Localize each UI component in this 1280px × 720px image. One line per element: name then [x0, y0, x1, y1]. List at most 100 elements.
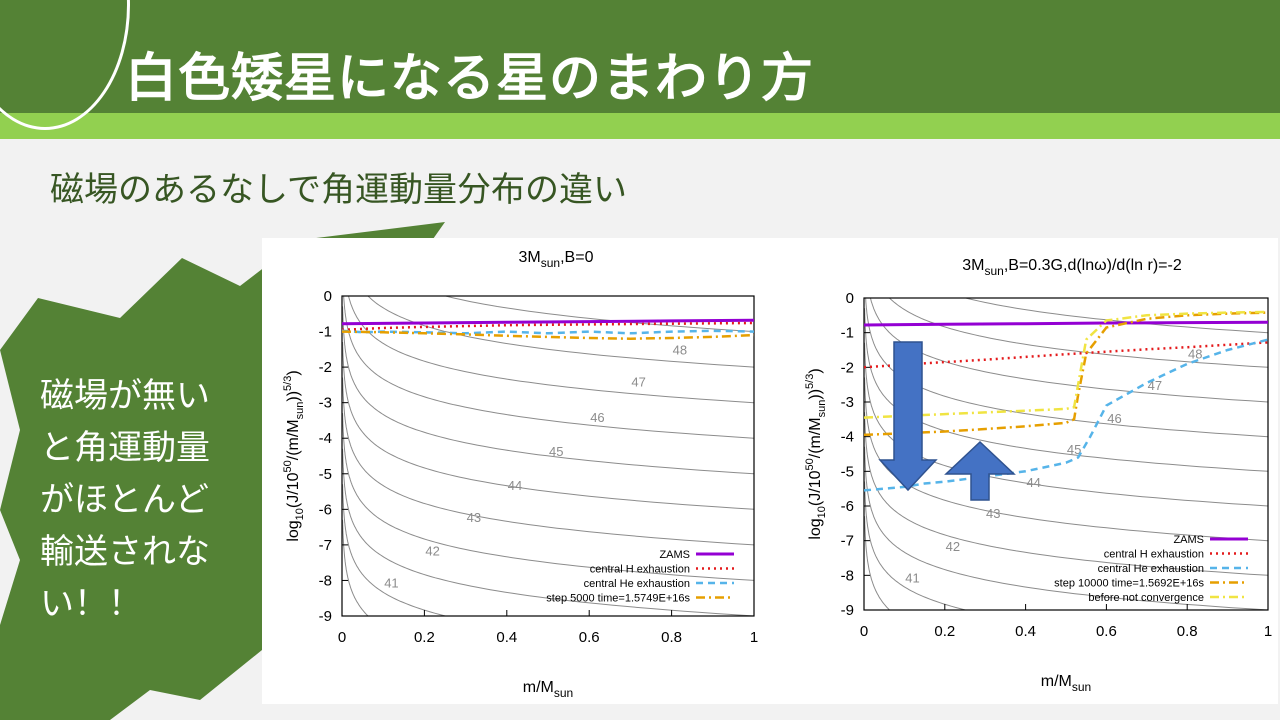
chart-title-sub: sun [984, 264, 1003, 278]
header-bar [0, 0, 1280, 115]
y-tick-label: -9 [319, 608, 332, 625]
slide-title: 白色矮星になる星のまわり方 [125, 49, 815, 109]
contour-label: 41 [905, 570, 919, 585]
chart-title-rest: ,B=0.3G,d(lnω)/d(ln r)=-2 [1004, 257, 1182, 274]
contour-line [342, 342, 754, 510]
x-axis-label-sub: sun [1072, 680, 1091, 694]
contour-label: 41 [384, 576, 398, 591]
chart-panel-left: 48 47 46 45 44 43 42 41 0 0.2 0.4 0.6 0.8 1 0 -1 -2 -3 -4-… [262, 238, 770, 704]
contour-label: 48 [1188, 347, 1202, 362]
legend-label: before not convergence [1088, 592, 1204, 604]
series-line [864, 310, 1268, 419]
y-tick-label: 0 [324, 288, 332, 305]
contour-label: 44 [1026, 475, 1040, 490]
series-line [864, 338, 1268, 492]
contour-line [864, 516, 891, 610]
y-label-part: )) [807, 389, 824, 400]
y-tick-label: -4 [841, 429, 854, 446]
header-stripe [0, 113, 1280, 139]
x-axis-label-main: m/M [523, 679, 554, 696]
y-tick-label: -5 [319, 466, 332, 483]
x-tick-label: 1 [750, 629, 758, 646]
plot-frame [863, 297, 1269, 611]
contour-line [963, 298, 1268, 334]
contour-line [367, 296, 754, 368]
y-label-part: 10 [294, 508, 306, 520]
x-axis-label-main: m/M [1041, 673, 1072, 690]
contour-line [342, 306, 754, 475]
x-tick-label: 0.6 [579, 629, 600, 646]
contour-line [864, 342, 1268, 507]
x-tick-label: 0.8 [661, 629, 682, 646]
plot-frame [341, 295, 755, 617]
y-tick-label: -3 [841, 394, 854, 411]
y-label-part: ) [807, 368, 824, 373]
series-lines [864, 310, 1268, 492]
contour-line [342, 519, 369, 616]
contour-label: 43 [986, 506, 1000, 521]
series-line [342, 329, 754, 335]
y-label-part: log [807, 518, 824, 539]
series-line [342, 318, 754, 326]
contour-label: 47 [631, 375, 645, 390]
y-label-part: /(m/M [807, 417, 824, 458]
chart-panel-right: 48 47 46 45 44 43 42 41 0 0.2 0.4 0.6 0.8 1 0 -1 -2 -3 -4-… [770, 238, 1278, 704]
chart-title: 3Msun,B=0 [519, 249, 594, 270]
callout-line: 輸送されな [40, 532, 210, 572]
contour-label: 46 [1107, 411, 1121, 426]
contour-label: 42 [425, 544, 439, 559]
y-tick-label: -1 [319, 324, 332, 341]
contour-line [342, 413, 754, 581]
chart-title-sub: sun [541, 256, 560, 270]
chart-title: 3Msun,B=0.3G,d(lnω)/d(ln r)=-2 [962, 257, 1182, 278]
y-label-part: 5/3 [282, 376, 294, 391]
y-tick-label: -8 [319, 572, 332, 589]
down-arrow-icon [878, 341, 938, 492]
x-tick-label: 0.8 [1177, 623, 1198, 640]
y-label-part: (J/10 [285, 472, 302, 508]
legend-label: central He exhaustion [1098, 563, 1204, 575]
x-tick-label: 0.2 [414, 629, 435, 646]
x-tick-label: 1 [1264, 623, 1272, 640]
y-label-part: 5/3 [804, 374, 816, 389]
contour-line [864, 446, 1268, 610]
series-line [342, 330, 754, 340]
y-axis-label: log10(J/1050/(m/Msun))5/3) [804, 368, 828, 539]
y-label-part: ) [285, 370, 302, 375]
contour-line [864, 308, 1268, 472]
contour-line [864, 481, 968, 610]
chart-title-main: 3M [519, 249, 541, 266]
x-tick-label: 0.4 [496, 629, 517, 646]
y-label-part: (J/10 [807, 470, 824, 506]
x-tick-label: 0.2 [934, 623, 955, 640]
up-arrow-icon [944, 440, 1016, 501]
y-tick-label: -7 [319, 537, 332, 554]
y-tick-label: -3 [319, 395, 332, 412]
contour-lines [342, 296, 754, 616]
contour-line [348, 296, 754, 404]
x-axis-label: m/Msun [1041, 673, 1091, 694]
y-tick-label: -6 [319, 501, 332, 518]
legend-label: step 5000 time=1.5749E+16s [546, 593, 690, 605]
contour-label: 45 [549, 444, 563, 459]
contour-line [342, 484, 448, 616]
contour-label: 43 [467, 510, 481, 525]
contour-line [869, 298, 1268, 403]
x-axis-label: m/Msun [523, 679, 573, 700]
x-axis-label-sub: sun [554, 686, 573, 700]
y-tick-label: -8 [841, 567, 854, 584]
contour-label: 44 [508, 478, 522, 493]
y-tick-label: -9 [841, 602, 854, 619]
legend-label: central He exhaustion [584, 578, 690, 590]
contour-line [865, 298, 1268, 438]
callout-line: 磁場が無い [40, 376, 210, 416]
x-tick-label: 0.6 [1096, 623, 1117, 640]
contour-label: 48 [673, 343, 687, 358]
callout-line: がほとんど [40, 480, 209, 520]
contour-line [342, 448, 754, 616]
y-label-part: 50 [282, 460, 294, 472]
y-label-part: sun [294, 402, 306, 420]
callout-text: 磁場が無い と角運動量 がほとんど 輸送されな い！！ [40, 370, 270, 630]
